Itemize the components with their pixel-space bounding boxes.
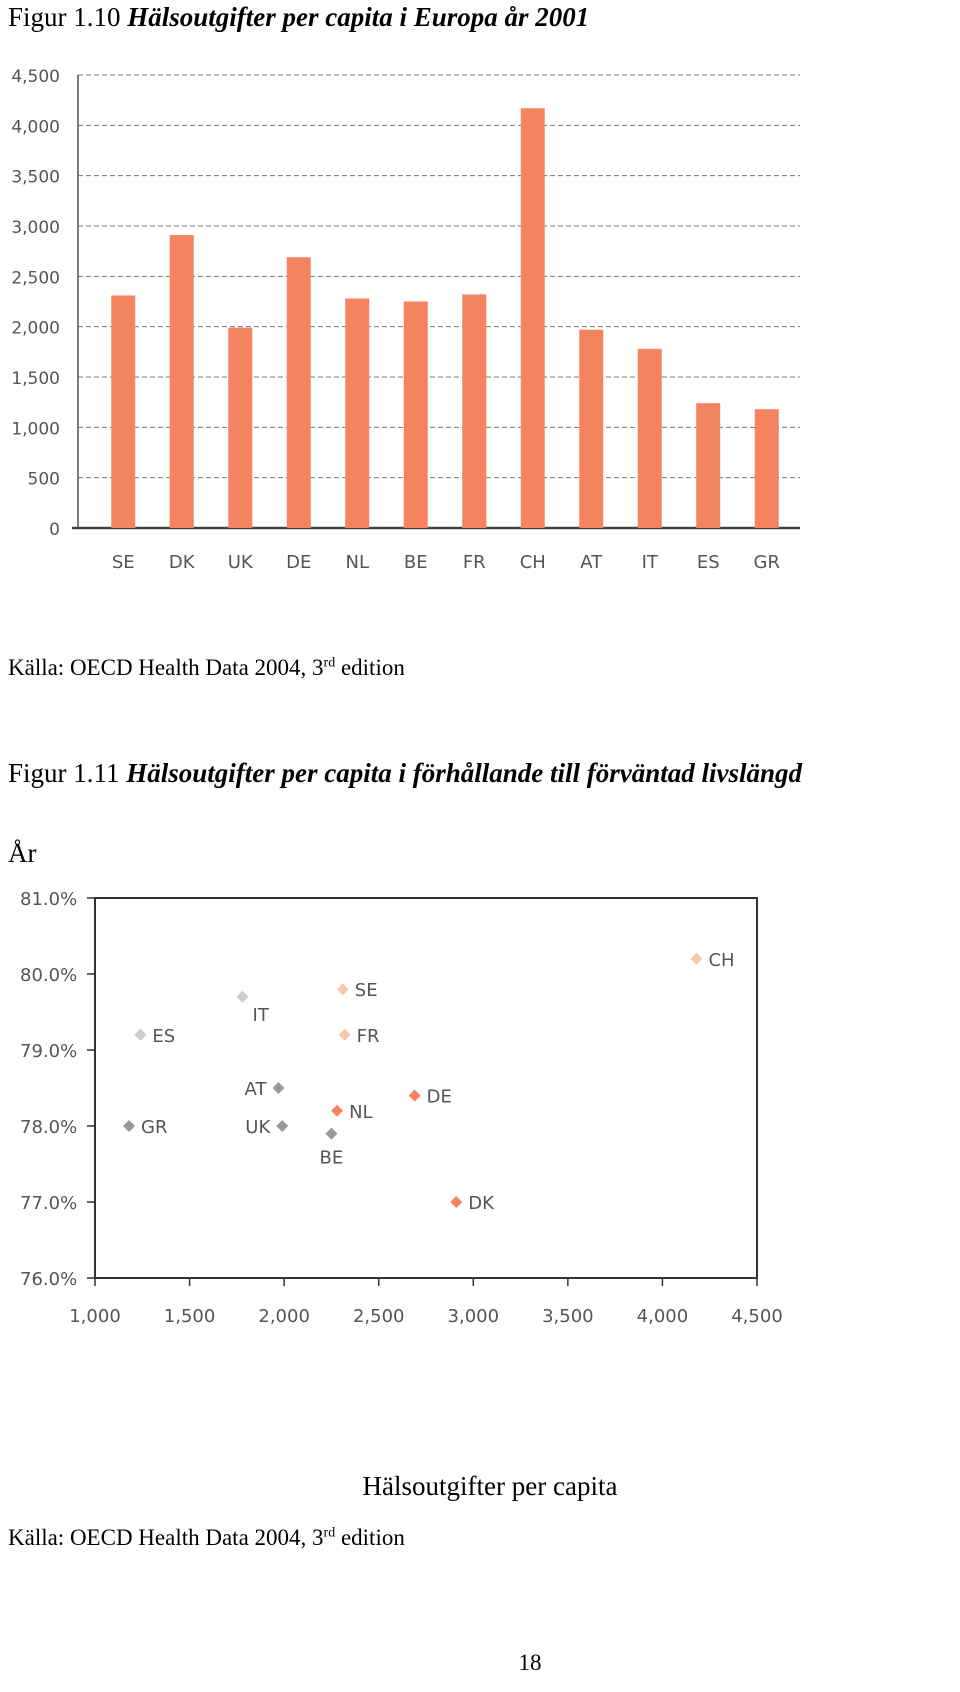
y-tick-label: 81.0% xyxy=(20,889,77,910)
bar-uk xyxy=(228,327,253,528)
figure1-number: Figur 1.10 xyxy=(8,2,121,32)
point-es xyxy=(134,1028,147,1041)
figure2-caption: Figur 1.11 Hälsoutgifter per capita i fö… xyxy=(8,758,802,789)
scatter-x-axis-label: Hälsoutgifter per capita xyxy=(362,1471,618,1501)
point-fr xyxy=(338,1028,351,1041)
x-tick-label: FR xyxy=(463,552,486,573)
figure2-source-sup: rd xyxy=(323,1525,336,1541)
x-tick-label: SE xyxy=(112,552,135,573)
y-tick-label: 2,500 xyxy=(11,268,60,288)
y-tick-label: 0 xyxy=(49,520,60,540)
scatter-chart: 76.0% 77.0% 78.0% 79.0% 80.0% 81.0% 1,000 1,500… xyxy=(20,889,783,1327)
x-tick-label: DE xyxy=(286,552,311,573)
point-at xyxy=(272,1082,285,1094)
page-number: 18 xyxy=(518,1650,542,1675)
x-tick-label: NL xyxy=(346,552,370,573)
point-label: IT xyxy=(253,1005,270,1026)
scatter-y-axis-label: År xyxy=(8,838,37,868)
point-dk xyxy=(450,1196,463,1208)
bar-es xyxy=(696,403,721,528)
plot-frame xyxy=(94,897,758,1279)
bar-de xyxy=(286,257,311,528)
x-tick-label: IT xyxy=(642,552,659,573)
x-tick-label: GR xyxy=(754,552,780,573)
x-tick-label: UK xyxy=(228,552,254,573)
x-tick-label: BE xyxy=(404,552,428,573)
y-tick-label: 4,500 xyxy=(11,67,60,87)
point-label: NL xyxy=(349,1102,373,1123)
point-label: DE xyxy=(427,1087,452,1108)
x-tick-label: ES xyxy=(697,552,720,573)
point-label: ES xyxy=(152,1026,175,1047)
x-tick-label: DK xyxy=(169,552,196,573)
point-gr xyxy=(123,1120,136,1132)
bar-gr xyxy=(754,409,779,528)
point-label: GR xyxy=(141,1117,167,1138)
y-tick-label: 1,000 xyxy=(11,419,60,439)
bar-chart: 0 500 1,000 1,500 2,000 2,500 3,000 3,500 4,000 4… xyxy=(11,67,800,573)
figure1-source: Källa: OECD Health Data 2004, 3rd editio… xyxy=(8,655,405,681)
point-se xyxy=(336,983,349,996)
y-tick-label: 80.0% xyxy=(20,965,77,986)
x-tick-label: 1,000 xyxy=(69,1306,121,1327)
figure2-source: Källa: OECD Health Data 2004, 3rd editio… xyxy=(8,1525,405,1551)
bar-dk xyxy=(169,235,194,528)
x-tick-label: 4,500 xyxy=(731,1306,783,1327)
figure1-title: Hälsoutgifter per capita i Europa år 200… xyxy=(127,2,590,32)
point-uk xyxy=(276,1120,289,1132)
bar-it xyxy=(637,348,662,528)
figure2-number: Figur 1.11 xyxy=(8,758,120,788)
x-tick-label: 1,500 xyxy=(164,1306,216,1327)
x-tick-label: CH xyxy=(520,552,546,573)
y-tick-label: 79.0% xyxy=(20,1041,77,1062)
figure1-caption: Figur 1.10 Hälsoutgifter per capita i Eu… xyxy=(8,2,589,33)
point-it xyxy=(236,990,249,1003)
x-tick-label: AT xyxy=(580,552,603,573)
y-tick-label: 78.0% xyxy=(20,1117,77,1138)
x-tick-label: 3,000 xyxy=(448,1306,500,1327)
point-de xyxy=(408,1089,421,1102)
figure1-source-text: Källa: OECD Health Data 2004, 3 xyxy=(8,655,324,680)
y-tick-label: 2,000 xyxy=(11,319,60,339)
point-nl xyxy=(331,1104,344,1117)
bar-fr xyxy=(462,294,487,528)
point-label: DK xyxy=(468,1193,495,1214)
figure1-source-sup: rd xyxy=(323,655,336,671)
figure2-title: Hälsoutgifter per capita i förhållande t… xyxy=(126,758,803,788)
bar-se xyxy=(111,295,136,528)
x-tick-label: 2,000 xyxy=(258,1306,310,1327)
y-tick-label: 3,000 xyxy=(11,218,60,238)
point-label: BE xyxy=(320,1148,344,1169)
figure2-source-suffix: edition xyxy=(335,1525,405,1550)
point-label: UK xyxy=(245,1117,271,1138)
bar-at xyxy=(579,329,604,528)
y-tick-label: 500 xyxy=(28,470,60,490)
y-tick-label: 76.0% xyxy=(20,1269,77,1290)
y-tick-label: 77.0% xyxy=(20,1193,77,1214)
x-tick-label: 3,500 xyxy=(542,1306,594,1327)
bar-ch xyxy=(520,108,545,528)
y-tick-label: 1,500 xyxy=(11,369,60,389)
bar-be xyxy=(403,301,428,528)
point-label: CH xyxy=(708,950,734,971)
point-label: AT xyxy=(245,1079,268,1100)
x-tick-label: 2,500 xyxy=(353,1306,405,1327)
x-tick-label: 4,000 xyxy=(637,1306,689,1327)
point-label: FR xyxy=(357,1026,380,1047)
y-tick-label: 4,000 xyxy=(11,117,60,137)
bar-nl xyxy=(345,298,370,528)
figure2-source-text: Källa: OECD Health Data 2004, 3 xyxy=(8,1525,324,1550)
point-label: SE xyxy=(355,980,378,1001)
figure1-source-suffix: edition xyxy=(335,655,405,680)
point-ch xyxy=(690,952,703,965)
y-tick-label: 3,500 xyxy=(11,168,60,188)
point-be xyxy=(325,1127,338,1140)
